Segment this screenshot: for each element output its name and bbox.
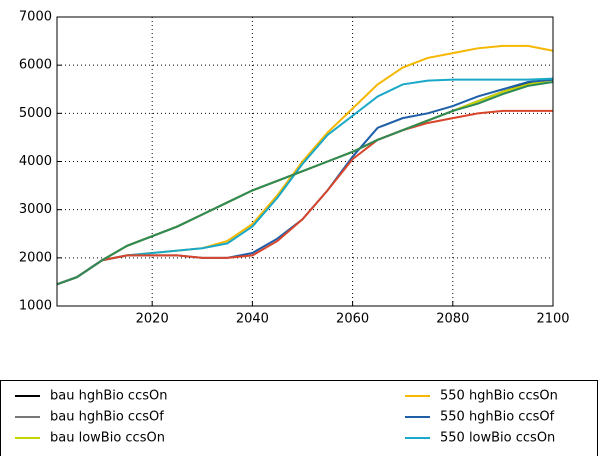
y-tick-label: 5000: [19, 106, 52, 121]
x-tick-label: 2100: [536, 312, 569, 327]
plot-frame: [56, 16, 554, 307]
y-tick-label: 6000: [19, 58, 52, 73]
line: [56, 81, 554, 286]
y-tick-label: 7000: [19, 10, 52, 25]
line: [56, 109, 553, 286]
legend-box: [0, 380, 598, 456]
line: [56, 78, 554, 286]
x-tick-label: 2020: [136, 312, 169, 327]
y-tick-label: 3000: [19, 202, 52, 217]
line: [56, 77, 554, 286]
legend-label: 550 hghBio ccsOf: [440, 410, 555, 425]
y-tick-label: 2000: [19, 250, 52, 265]
legend-label: bau hghBio ccsOn: [50, 389, 167, 404]
y-tick-label: 4000: [19, 154, 52, 169]
line: [56, 44, 554, 286]
line: [56, 77, 554, 286]
line: [56, 78, 554, 286]
legend-label: bau lowBio ccsOn: [50, 431, 165, 446]
legend-label: 550 hghBio ccsOn: [440, 389, 558, 404]
line: [56, 78, 554, 286]
x-tick-label: 2080: [436, 312, 469, 327]
legend-label: bau hghBio ccsOf: [50, 410, 164, 425]
legend-label: 550 lowBio ccsOn: [440, 431, 555, 446]
x-tick-label: 2060: [336, 312, 369, 327]
x-tick-label: 2040: [236, 312, 269, 327]
y-tick-label: 1000: [19, 299, 52, 314]
